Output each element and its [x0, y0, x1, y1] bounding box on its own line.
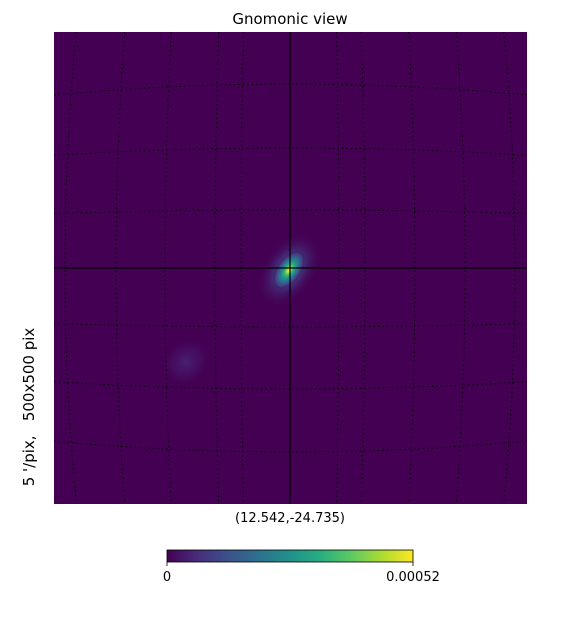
graticule-parallel — [54, 147, 527, 156]
colorbar — [166, 549, 414, 563]
bright-source — [256, 232, 322, 308]
map-panel — [54, 32, 527, 504]
graticule-meridian — [164, 32, 172, 504]
chart-title: Gnomonic view — [232, 10, 347, 28]
colorbar-max-label: 0.00052 — [386, 570, 440, 585]
graticule-parallel — [54, 381, 527, 390]
graticule-parallel — [54, 322, 527, 328]
graticule-meridian — [240, 32, 244, 504]
center-coordinate-label: (12.542,-24.735) — [235, 511, 345, 526]
graticule-parallel — [54, 209, 527, 214]
colorbar-min-label: 0 — [163, 570, 171, 585]
graticule-meridian — [214, 32, 220, 504]
graticule-meridian — [336, 32, 340, 504]
graticule-meridian — [408, 32, 416, 504]
graticule-meridian — [360, 32, 366, 504]
graticule-meridian — [115, 32, 126, 504]
faint-source — [161, 338, 211, 386]
resolution-label: 5 '/pix, 500x500 pix — [20, 328, 38, 487]
graticule-grid — [54, 32, 527, 504]
graticule-meridian — [455, 32, 466, 504]
